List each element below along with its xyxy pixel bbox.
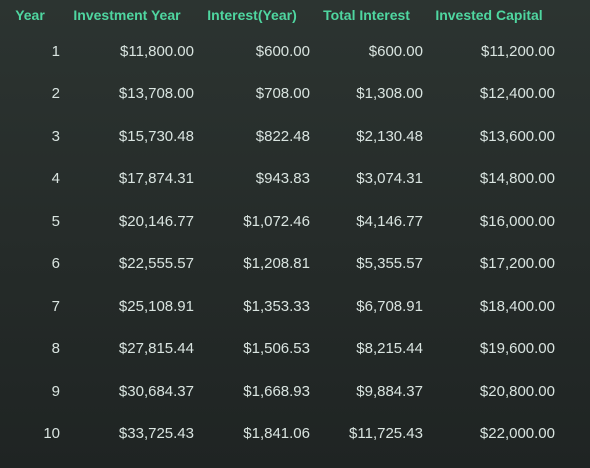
row-spacer xyxy=(555,158,590,201)
table-row: 5 $20,146.77 $1,072.46 $4,146.77 $16,000.00 xyxy=(0,200,590,243)
row-spacer xyxy=(555,285,590,328)
row-spacer xyxy=(555,200,590,243)
cell-investment-year: $25,108.91 xyxy=(118,297,194,315)
cell-total-interest: $3,074.31 xyxy=(356,170,423,188)
cell-investment-year: $13,708.00 xyxy=(118,85,194,103)
cell-year: 5 xyxy=(51,212,60,230)
cell-invested-capital: $19,600.00 xyxy=(479,340,555,358)
cell-investment-year: $15,730.48 xyxy=(118,127,194,145)
cell-interest-year: $1,072.46 xyxy=(243,212,310,230)
table-row: 10 $33,725.43 $1,841.06 $11,725.43 $22,000.0… xyxy=(0,413,590,456)
cell-year: 9 xyxy=(51,382,60,400)
header-year[interactable]: Year xyxy=(15,7,45,23)
cell-total-interest: $11,725.43 xyxy=(349,425,423,443)
cell-year: 6 xyxy=(51,255,60,273)
cell-investment-year: $22,555.57 xyxy=(118,255,194,273)
cell-invested-capital: $16,000.00 xyxy=(479,212,555,230)
cell-invested-capital: $18,400.00 xyxy=(479,297,555,315)
cell-investment-year: $11,800.00 xyxy=(120,42,194,60)
cell-interest-year: $1,668.93 xyxy=(243,382,310,400)
cell-total-interest: $600.00 xyxy=(368,42,423,60)
cell-year: 1 xyxy=(51,42,60,60)
row-spacer xyxy=(555,243,590,286)
cell-total-interest: $1,308.00 xyxy=(356,85,423,103)
cell-total-interest: $8,215.44 xyxy=(356,340,423,358)
row-spacer xyxy=(555,370,590,413)
cell-interest-year: $1,353.33 xyxy=(243,297,310,315)
table-row: 9 $30,684.37 $1,668.93 $9,884.37 $20,800.00 xyxy=(0,370,590,413)
cell-year: 3 xyxy=(51,127,60,145)
row-spacer xyxy=(555,328,590,371)
cell-investment-year: $30,684.37 xyxy=(118,382,194,400)
cell-invested-capital: $12,400.00 xyxy=(479,85,555,103)
cell-year: 7 xyxy=(51,297,60,315)
cell-invested-capital: $14,800.00 xyxy=(479,170,555,188)
table-row: 8 $27,815.44 $1,506.53 $8,215.44 $19,600.00 xyxy=(0,328,590,371)
cell-total-interest: $5,355.57 xyxy=(356,255,423,273)
cell-invested-capital: $11,200.00 xyxy=(481,42,555,60)
cell-investment-year: $17,874.31 xyxy=(118,170,194,188)
cell-investment-year: $33,725.43 xyxy=(118,425,194,443)
header-invested-capital[interactable]: Invested Capital xyxy=(435,7,543,23)
row-spacer xyxy=(555,413,590,456)
table-row: 4 $17,874.31 $943.83 $3,074.31 $14,800.00 xyxy=(0,158,590,201)
cell-total-interest: $9,884.37 xyxy=(356,382,423,400)
cell-year: 2 xyxy=(51,85,60,103)
table-row: 3 $15,730.48 $822.48 $2,130.48 $13,600.00 xyxy=(0,115,590,158)
header-interest-year[interactable]: Interest(Year) xyxy=(207,7,297,23)
header-total-interest[interactable]: Total Interest xyxy=(323,7,410,23)
cell-year: 8 xyxy=(51,340,60,358)
cell-invested-capital: $17,200.00 xyxy=(479,255,555,273)
cell-interest-year: $943.83 xyxy=(255,170,310,188)
header-row: Year Investment Year Interest(Year) Tota… xyxy=(0,0,590,30)
cell-year: 4 xyxy=(51,170,60,188)
header-investment-year[interactable]: Investment Year xyxy=(73,7,181,23)
table-header: Year Investment Year Interest(Year) Tota… xyxy=(0,0,590,30)
row-spacer xyxy=(555,115,590,158)
cell-interest-year: $822.48 xyxy=(255,127,310,145)
investment-table: Year Investment Year Interest(Year) Tota… xyxy=(0,0,590,455)
cell-interest-year: $1,208.81 xyxy=(243,255,310,273)
table-row: 1 $11,800.00 $600.00 $600.00 $11,200.00 xyxy=(0,30,590,73)
cell-interest-year: $1,841.06 xyxy=(243,425,310,443)
header-spacer xyxy=(555,0,590,30)
table-row: 7 $25,108.91 $1,353.33 $6,708.91 $18,400.00 xyxy=(0,285,590,328)
row-spacer xyxy=(555,73,590,116)
table-row: 6 $22,555.57 $1,208.81 $5,355.57 $17,200.00 xyxy=(0,243,590,286)
cell-interest-year: $1,506.53 xyxy=(243,340,310,358)
cell-invested-capital: $22,000.00 xyxy=(479,425,555,443)
table-row: 2 $13,708.00 $708.00 $1,308.00 $12,400.00 xyxy=(0,73,590,116)
cell-invested-capital: $13,600.00 xyxy=(479,127,555,145)
cell-total-interest: $6,708.91 xyxy=(356,297,423,315)
table-body: 1 $11,800.00 $600.00 $600.00 $11,200.00 2 $13,… xyxy=(0,30,590,455)
cell-total-interest: $4,146.77 xyxy=(356,212,423,230)
cell-interest-year: $600.00 xyxy=(255,42,310,60)
cell-investment-year: $20,146.77 xyxy=(118,212,194,230)
cell-year: 10 xyxy=(43,425,60,443)
cell-invested-capital: $20,800.00 xyxy=(479,382,555,400)
cell-investment-year: $27,815.44 xyxy=(118,340,194,358)
cell-total-interest: $2,130.48 xyxy=(356,127,423,145)
cell-interest-year: $708.00 xyxy=(255,85,310,103)
row-spacer xyxy=(555,30,590,73)
